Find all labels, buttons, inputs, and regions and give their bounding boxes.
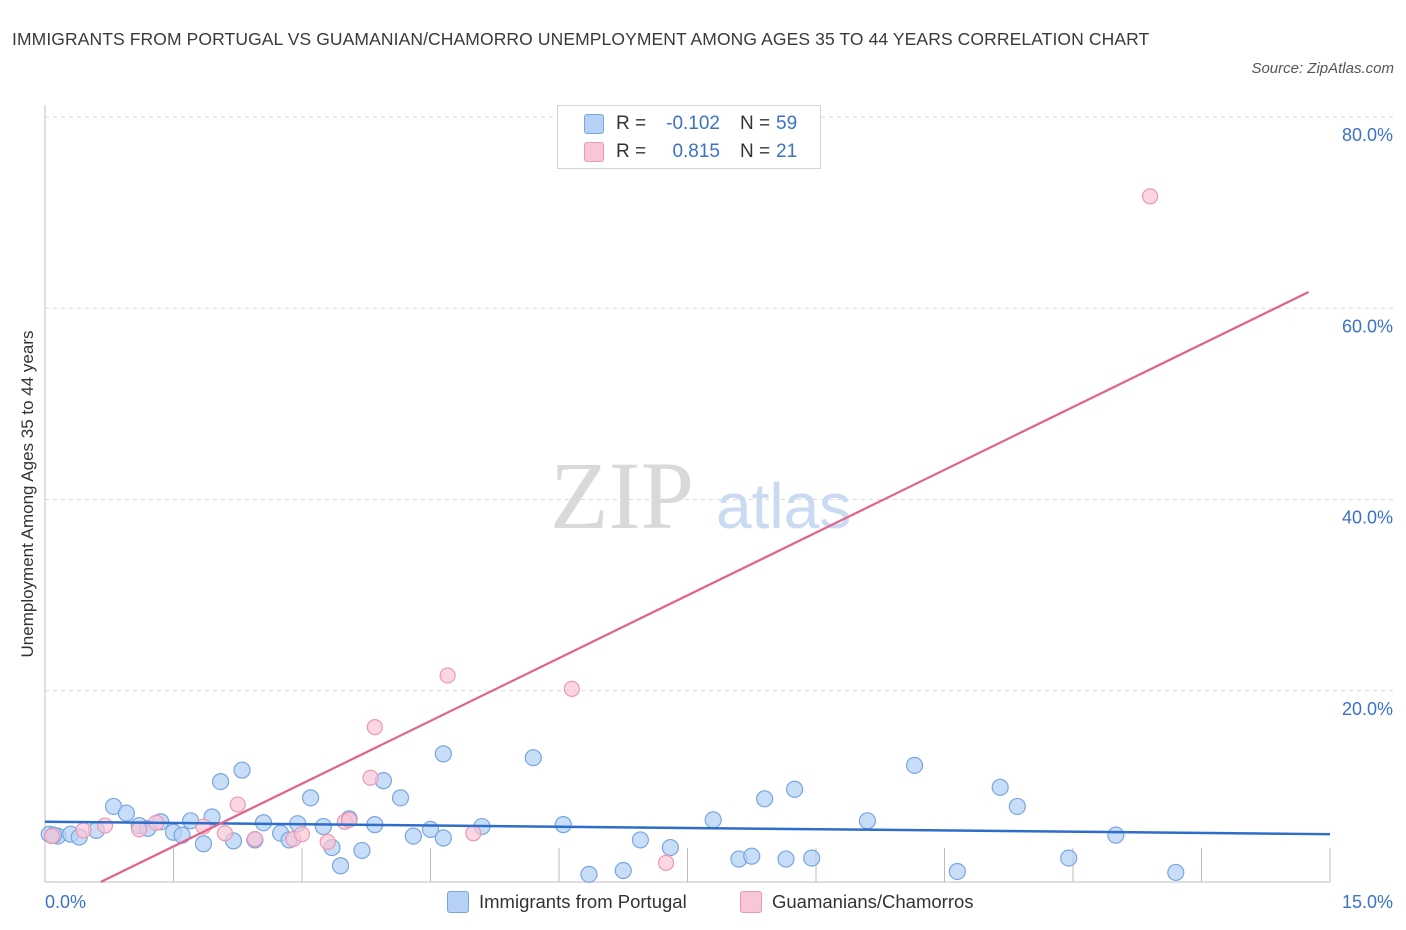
gridlines	[45, 116, 1395, 692]
data-point-portugal	[554, 816, 572, 834]
data-point-portugal	[614, 861, 632, 880]
x-tick-label: 0.0%	[45, 892, 86, 912]
watermark-zip: ZIP	[550, 442, 694, 549]
legend-n-label: N =	[740, 141, 771, 162]
legend-swatch-blue	[584, 114, 604, 134]
data-point-portugal	[212, 772, 230, 791]
axes	[44, 105, 1331, 883]
legend-n-label: N =	[740, 113, 771, 134]
data-point-portugal	[391, 789, 410, 807]
data-point-portugal	[661, 838, 679, 857]
data-point-guamanian	[96, 817, 114, 834]
data-point-portugal	[434, 745, 452, 763]
source-label: Source: ZipAtlas.com	[1251, 60, 1394, 77]
data-point-portugal	[858, 812, 877, 830]
data-point-guamanian	[657, 854, 675, 871]
data-point-portugal	[331, 857, 350, 875]
bottom-legend-label: Immigrants from Portugal	[479, 891, 687, 912]
bottom-legend-guamanian: Guamanians/Chamorros	[740, 888, 974, 916]
data-point-guamanian	[293, 826, 311, 843]
data-point-portugal	[1008, 797, 1026, 816]
y-tick-label: 40.0%	[1342, 508, 1393, 528]
y-tick-label: 60.0%	[1342, 316, 1393, 336]
data-point-portugal	[991, 778, 1009, 796]
data-point-guamanian	[131, 821, 148, 838]
bottom-legend-label: Guamanians/Chamorros	[772, 891, 974, 912]
data-point-portugal	[785, 780, 804, 798]
data-point-guamanian	[75, 822, 92, 839]
legend-r-label: R =	[616, 141, 647, 162]
data-point-guamanian	[216, 825, 233, 842]
data-point-portugal	[1167, 863, 1185, 882]
trend-lines	[44, 291, 1331, 883]
data-point-portugal	[704, 811, 722, 829]
data-point-guamanian	[1141, 188, 1159, 205]
data-point-guamanian	[43, 827, 60, 845]
bottom-legend-swatch-blue	[447, 891, 469, 913]
correlation-legend: R = -0.102 N = 59 R = 0.815 N = 21	[557, 105, 821, 169]
data-point-portugal	[631, 831, 649, 849]
data-point-portugal	[353, 841, 371, 860]
data-point-portugal	[777, 850, 795, 868]
data-point-portugal	[117, 804, 135, 822]
chart-title: IMMIGRANTS FROM PORTUGAL VS GUAMANIAN/CH…	[12, 29, 1150, 49]
data-point-guamanian	[465, 825, 482, 842]
data-point-guamanian	[229, 796, 246, 813]
data-point-portugal	[434, 829, 452, 847]
legend-r-value: 0.815	[672, 141, 720, 162]
data-point-guamanian	[319, 833, 336, 850]
data-point-portugal	[314, 817, 333, 836]
data-point-guamanian	[246, 830, 263, 848]
data-point-portugal	[524, 749, 542, 767]
watermark-atlas: atlas	[716, 470, 851, 542]
x-tick-label: 15.0%	[1342, 892, 1393, 912]
y-axis-label: Unemployment Among Ages 35 to 44 years	[18, 330, 37, 658]
legend-n-value: 59	[776, 113, 798, 134]
data-point-guamanian	[366, 718, 383, 736]
legend-r-label: R =	[616, 113, 647, 134]
data-point-portugal	[1107, 826, 1125, 844]
legend-row-guamanian: R = 0.815 N = 21	[584, 139, 797, 165]
y-tick-label: 20.0%	[1342, 699, 1393, 719]
data-point-portugal	[743, 847, 761, 865]
data-point-portugal	[755, 790, 774, 808]
data-point-guamanian	[439, 667, 456, 684]
bottom-legend-swatch-pink	[740, 891, 762, 913]
data-point-portugal	[803, 849, 821, 867]
legend-r-value: -0.102	[666, 113, 720, 134]
data-point-portugal	[404, 827, 422, 845]
trend-line-portugal	[44, 820, 1331, 836]
bottom-legend-portugal: Immigrants from Portugal	[447, 888, 687, 916]
data-point-guamanian	[563, 680, 580, 697]
data-point-portugal	[301, 789, 320, 807]
legend-swatch-pink	[584, 142, 604, 162]
legend-n-value: 21	[776, 141, 798, 162]
tick-labels: 20.0% 40.0% 60.0% 80.0% 0.0% 15.0%	[45, 125, 1393, 912]
data-point-portugal	[948, 862, 966, 881]
y-tick-label: 80.0%	[1342, 125, 1393, 145]
watermark: ZIP atlas	[550, 442, 851, 549]
series-portugal-points	[40, 745, 1185, 883]
data-point-portugal	[233, 761, 251, 779]
data-point-portugal	[905, 756, 924, 774]
data-point-guamanian	[362, 769, 379, 786]
data-point-portugal	[194, 835, 213, 853]
data-point-portugal	[173, 826, 191, 844]
data-point-portugal	[580, 865, 598, 883]
trend-line-guamanian	[100, 291, 1310, 883]
legend-row-portugal: R = -0.102 N = 59	[584, 111, 797, 137]
data-point-portugal	[1060, 849, 1078, 867]
